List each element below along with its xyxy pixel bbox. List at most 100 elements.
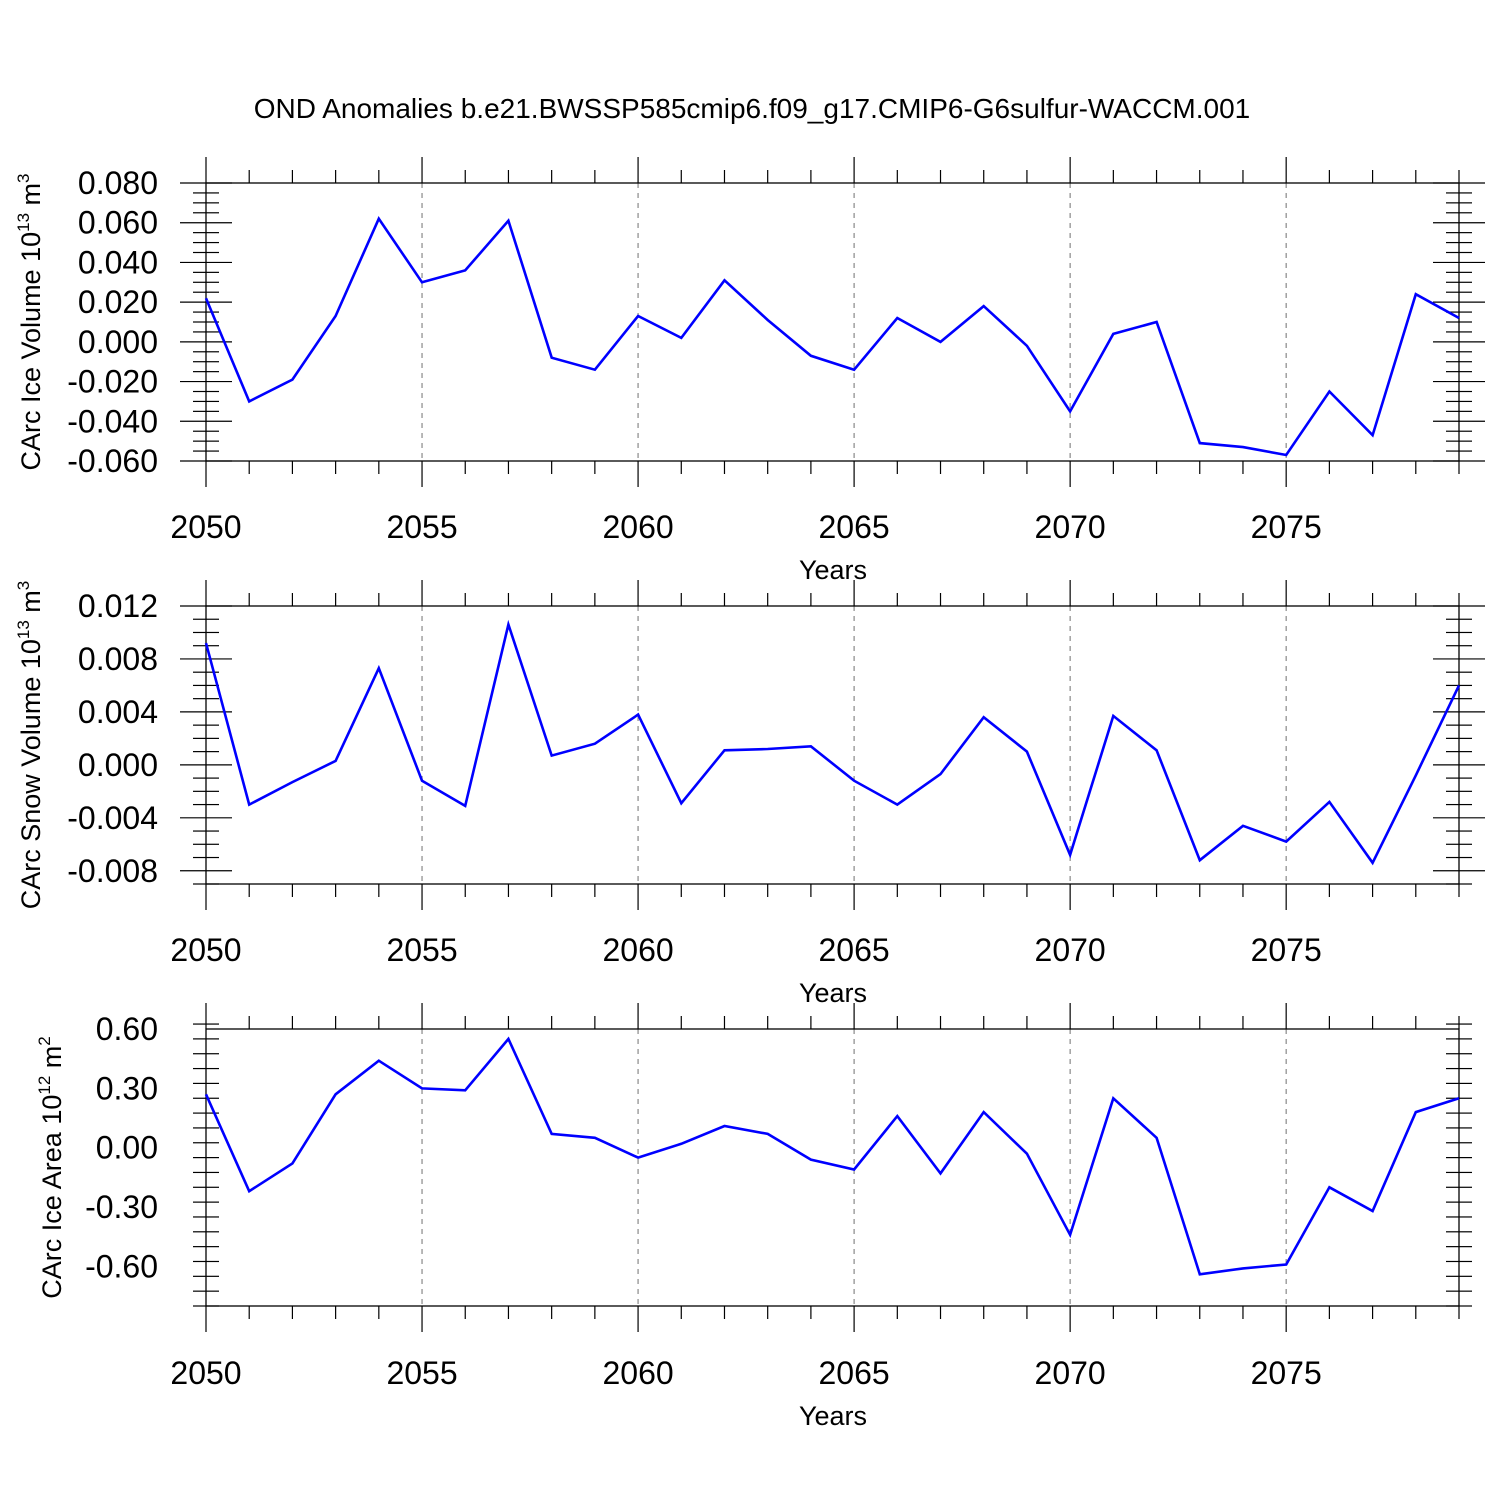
ice-area-point-2071 — [1111, 1096, 1115, 1100]
ice-area-xtick-label: 2060 — [602, 1355, 673, 1391]
snow-volume-point-2064 — [809, 744, 813, 748]
ice-volume-ytick-label: 0.000 — [78, 324, 158, 360]
snow-volume-ytick-label: 0.004 — [78, 694, 158, 730]
ice-volume-point-2079 — [1457, 316, 1461, 320]
ice-area-point-2068 — [982, 1110, 986, 1114]
ice-volume-point-2063 — [766, 318, 770, 322]
ice-volume-point-2075 — [1284, 453, 1288, 457]
snow-volume-ytick-label: -0.004 — [67, 800, 158, 836]
ice-volume-ytick-label: -0.020 — [67, 364, 158, 400]
ice-volume-point-2073 — [1198, 441, 1202, 445]
ice-area-xtick-label: 2055 — [386, 1355, 457, 1391]
ice-volume-y-axis-title-mid: m — [16, 183, 46, 213]
ice-area-y-axis-title: CArc Ice Area 1012 m2 — [35, 1036, 67, 1299]
ice-area-point-2067 — [939, 1171, 943, 1175]
ice-volume-point-2074 — [1241, 445, 1245, 449]
snow-volume-ytick-label: 0.008 — [78, 641, 158, 677]
ice-volume-point-2059 — [593, 368, 597, 372]
ice-volume-point-2078 — [1414, 292, 1418, 296]
snow-volume-point-2077 — [1371, 861, 1375, 865]
snow-volume-point-2052 — [290, 780, 294, 784]
ice-volume-xtick-label: 2050 — [170, 509, 241, 545]
ice-area-point-2050 — [204, 1092, 208, 1096]
snow-volume-point-2065 — [852, 779, 856, 783]
ice-volume-point-2054 — [377, 217, 381, 221]
ice-area-point-2056 — [463, 1088, 467, 1092]
panel-snow-volume: 0.012 0.008 0.004 0.000 -0.004 -0.008 2050 2055… — [14, 580, 1485, 1008]
snow-volume-point-2076 — [1327, 800, 1331, 804]
ice-volume-plot-frame — [205, 182, 1460, 462]
ice-area-point-2055 — [420, 1086, 424, 1090]
snow-volume-y-axis-title-exp2: 3 — [14, 581, 33, 590]
ice-area-point-2058 — [550, 1132, 554, 1136]
ice-area-xtick-label: 2075 — [1251, 1355, 1322, 1391]
snow-volume-point-2055 — [420, 779, 424, 783]
snow-volume-point-2073 — [1198, 858, 1202, 862]
ice-area-plot-frame — [205, 1028, 1460, 1307]
snow-volume-point-2078 — [1414, 773, 1418, 777]
ice-area-xtick-label: 2065 — [819, 1355, 890, 1391]
ice-volume-y-axis-title-exp2: 3 — [14, 173, 33, 182]
ice-volume-point-2058 — [550, 356, 554, 360]
ice-volume-y-axis-title-exp1: 13 — [14, 213, 33, 232]
ice-area-ytick-label: -0.30 — [85, 1189, 158, 1225]
ice-volume-point-2050 — [204, 296, 208, 300]
ice-area-xtick-label: 2050 — [170, 1355, 241, 1391]
ice-area-point-2076 — [1327, 1185, 1331, 1189]
snow-volume-point-2062 — [722, 748, 726, 752]
snow-volume-y-axis-title: CArc Snow Volume 1013 m3 — [14, 581, 46, 910]
ice-area-point-2057 — [506, 1037, 510, 1041]
ice-volume-ytick-label: 0.040 — [78, 244, 158, 280]
snow-volume-x-axis-title: Years — [799, 978, 867, 1008]
snow-volume-xtick-label: 2060 — [602, 932, 673, 968]
ice-volume-point-2061 — [679, 336, 683, 340]
ice-area-point-2063 — [766, 1132, 770, 1136]
ice-area-ytick-label: -0.60 — [85, 1248, 158, 1284]
snow-volume-point-2059 — [593, 742, 597, 746]
ice-area-point-2054 — [377, 1059, 381, 1063]
snow-volume-point-2074 — [1241, 824, 1245, 828]
ice-volume-point-2051 — [247, 399, 251, 403]
ice-area-y-axis-title-exp1: 12 — [35, 1076, 54, 1095]
ice-volume-xtick-label: 2065 — [819, 509, 890, 545]
ice-volume-point-2067 — [939, 340, 943, 344]
snow-volume-point-2060 — [636, 713, 640, 717]
ice-volume-point-2053 — [334, 314, 338, 318]
ice-area-xtick-label: 2070 — [1035, 1355, 1106, 1391]
ice-area-point-2066 — [895, 1114, 899, 1118]
ice-area-y-axis-title-text: CArc Ice Area 10 — [37, 1095, 67, 1299]
ice-volume-point-2069 — [1025, 344, 1029, 348]
snow-volume-point-2061 — [679, 801, 683, 805]
ice-volume-y-axis-title: CArc Ice Volume 1013 m3 — [14, 173, 46, 470]
snow-volume-point-2057 — [506, 623, 510, 627]
ice-volume-point-2056 — [463, 268, 467, 272]
ice-volume-y-axis-title-text: CArc Ice Volume 10 — [16, 232, 46, 471]
ice-volume-point-2071 — [1111, 332, 1115, 336]
snow-volume-y-axis-title-mid: m — [16, 590, 46, 620]
snow-volume-point-2072 — [1155, 748, 1159, 752]
figure-title: OND Anomalies b.e21.BWSSP585cmip6.f09_g1… — [254, 93, 1251, 124]
ice-area-point-2077 — [1371, 1209, 1375, 1213]
ice-volume-point-2057 — [506, 219, 510, 223]
snow-volume-ytick-label: 0.012 — [78, 588, 158, 624]
ice-area-point-2072 — [1155, 1136, 1159, 1140]
ice-volume-point-2076 — [1327, 390, 1331, 394]
ice-volume-xtick-label: 2070 — [1035, 509, 1106, 545]
ice-volume-ytick-label: 0.020 — [78, 284, 158, 320]
snow-volume-ytick-label: 0.000 — [78, 747, 158, 783]
ice-area-y-axis-title-exp2: 2 — [35, 1036, 54, 1045]
snow-volume-point-2063 — [766, 747, 770, 751]
ice-area-point-2075 — [1284, 1262, 1288, 1266]
ice-area-point-2059 — [593, 1136, 597, 1140]
ice-volume-xtick-label: 2055 — [386, 509, 457, 545]
snow-volume-point-2051 — [247, 803, 251, 807]
snow-volume-xtick-label: 2075 — [1251, 932, 1322, 968]
ice-area-point-2064 — [809, 1158, 813, 1162]
snow-volume-xtick-label: 2055 — [386, 932, 457, 968]
ice-volume-point-2052 — [290, 378, 294, 382]
ice-area-x-axis-title: Years — [799, 1401, 867, 1431]
ice-area-point-2078 — [1414, 1110, 1418, 1114]
snow-volume-point-2075 — [1284, 840, 1288, 844]
